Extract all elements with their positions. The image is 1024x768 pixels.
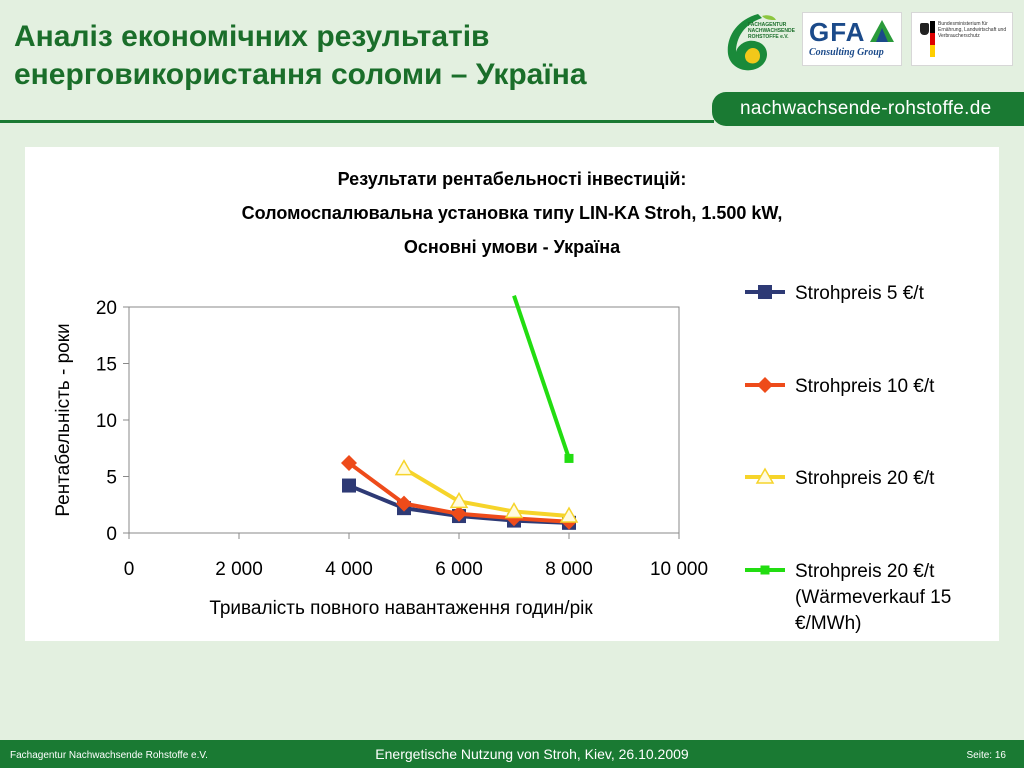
series-line — [402, 466, 570, 519]
series-2 — [341, 454, 577, 530]
x-tick-label: 2 000 — [215, 559, 263, 580]
legend-item-3: Strohpreis 20 €/t — [745, 467, 935, 489]
series-3 — [394, 459, 579, 523]
footer-organization: Fachagentur Nachwachsende Rohstoffe e.V. — [10, 750, 208, 761]
y-tick-label: 20 — [96, 298, 117, 319]
chart-title-line-3: Основні умови - Україна — [404, 237, 621, 257]
y-axis-label: Рентабельність - роки — [53, 323, 74, 516]
y-axis: 0 5 10 15 20 — [96, 298, 129, 545]
legend: Strohpreis 5 €/t Strohpreis 10 €/t Strohpr… — [745, 283, 951, 634]
series-4 — [512, 295, 574, 463]
fnr-logo-icon — [727, 14, 776, 71]
slide-title-line-2: енерговикористання соломи – Україна — [14, 58, 587, 91]
gfa-logo-text: GFA — [809, 17, 866, 47]
legend-swatch-marker — [757, 377, 773, 393]
legend-label: Strohpreis 20 €/t — [795, 468, 935, 489]
gfa-logo: GFA Consulting Group — [802, 12, 902, 66]
german-flag-icon — [930, 21, 935, 57]
data-point — [341, 454, 357, 471]
chart-panel: Результати рентабельності інвестицій: Сол… — [25, 147, 999, 641]
slide-title: Аналіз економічних результатів енерговик… — [14, 18, 704, 94]
y-tick-label: 15 — [96, 355, 117, 376]
data-point — [396, 495, 412, 512]
legend-label: Strohpreis 5 €/t — [795, 283, 925, 304]
data-point — [504, 502, 524, 519]
footer: Fachagentur Nachwachsende Rohstoffe e.V.… — [0, 740, 1024, 768]
url-banner — [712, 92, 1024, 126]
x-tick-label: 4 000 — [325, 559, 373, 580]
page-number: Seite: 16 — [966, 750, 1006, 761]
y-tick-label: 10 — [96, 411, 117, 432]
data-point — [559, 506, 579, 523]
data-point — [451, 505, 467, 522]
website-url: nachwachsende-rohstoffe.de — [740, 98, 992, 119]
legend-swatch-marker — [755, 467, 775, 484]
x-tick-label: 8 000 — [545, 559, 593, 580]
title-divider — [0, 120, 714, 123]
chart-title-line-1: Результати рентабельності інвестицій: — [338, 169, 687, 189]
legend-swatch-marker — [758, 285, 772, 299]
fnr-logo-text: FACHAGENTUR NACHWACHSENDE ROHSTOFFE e.V. — [748, 22, 795, 40]
series-line — [512, 295, 571, 460]
eagle-icon — [920, 23, 929, 35]
gfa-triangle-icon — [870, 20, 894, 42]
data-point — [449, 491, 469, 509]
legend-label: Strohpreis 10 €/t — [795, 376, 935, 397]
legend-item-2: Strohpreis 10 €/t — [745, 376, 935, 397]
chart-title-line-2: Соломоспалювальна установка типу LIN-KA … — [242, 203, 783, 223]
x-axis-label: Тривалість повного навантаження годин/рі… — [209, 598, 593, 619]
data-point — [564, 453, 574, 463]
y-tick-label: 5 — [106, 468, 117, 489]
x-tick-label: 6 000 — [435, 559, 483, 580]
legend-item-4: Strohpreis 20 €/t (Wärmeverkauf 15 €/MWh) — [745, 561, 951, 634]
data-point — [342, 478, 356, 493]
x-tick-label: 10 000 — [650, 559, 708, 580]
series-group — [341, 295, 579, 530]
legend-label: Strohpreis 20 €/t — [795, 561, 935, 582]
legend-item-1: Strohpreis 5 €/t — [745, 283, 925, 304]
footer-event: Energetische Nutzung von Stroh, Kiev, 26… — [375, 746, 689, 762]
y-tick-label: 0 — [106, 524, 117, 545]
legend-label: (Wärmeverkauf 15 — [795, 587, 951, 608]
legend-swatch-marker — [760, 565, 770, 575]
x-tick-label: 0 — [124, 559, 135, 580]
slide-title-line-1: Аналіз економічних результатів — [14, 20, 490, 53]
data-point — [394, 459, 414, 476]
legend-label: €/MWh) — [795, 613, 862, 634]
ministry-logo-text: Bundesministerium für Ernährung, Landwir… — [938, 21, 1007, 39]
plot-area — [128, 306, 680, 534]
chart-title: Результати рентабельності інвестицій: Сол… — [242, 169, 783, 257]
ministry-logo: Bundesministerium für Ernährung, Landwir… — [911, 12, 1013, 66]
x-axis: 0 2 000 4 000 6 000 8 000 10 000 — [124, 533, 708, 580]
payback-chart: Результати рентабельності інвестицій: Сол… — [53, 169, 951, 634]
gfa-logo-subtitle: Consulting Group — [809, 47, 884, 58]
